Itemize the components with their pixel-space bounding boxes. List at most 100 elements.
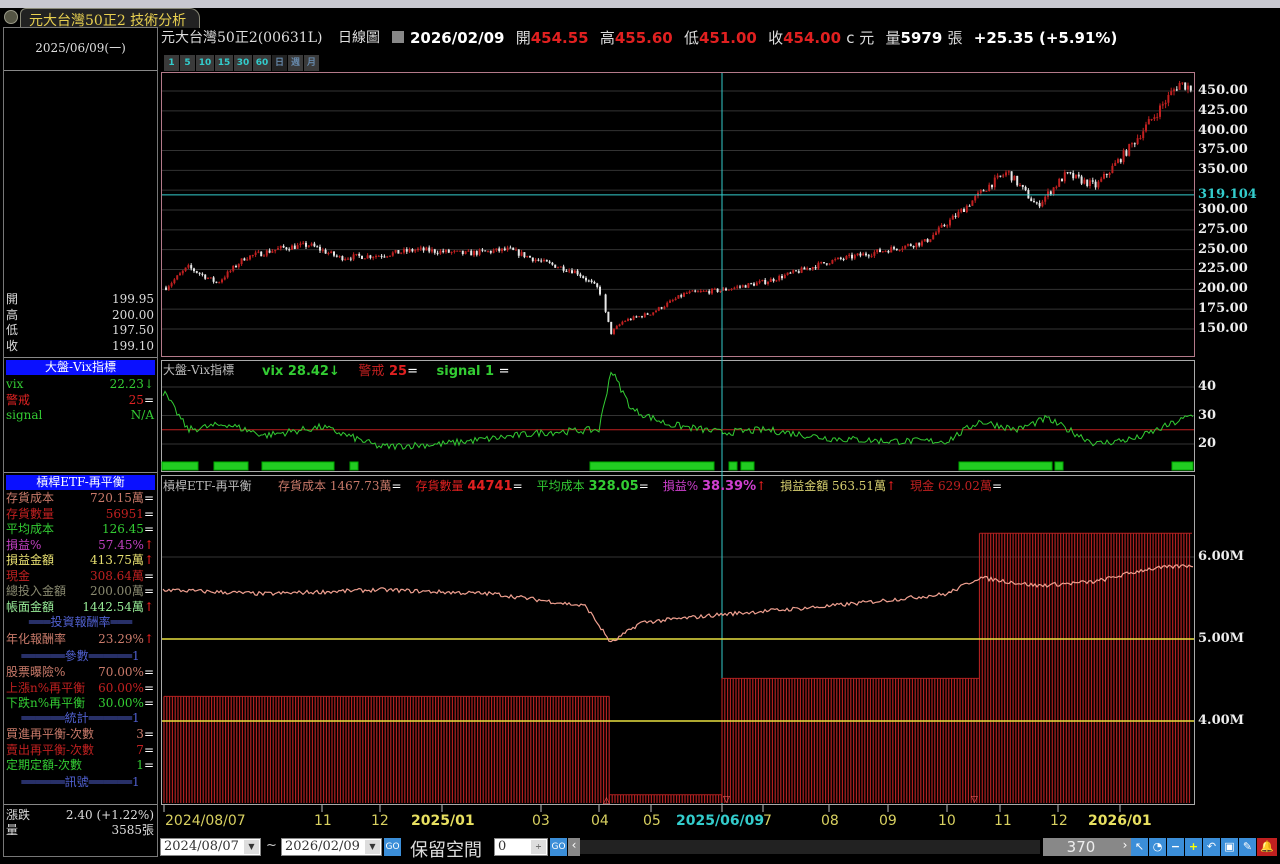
- fit-screen-icon[interactable]: ▣: [1221, 838, 1238, 856]
- candle-body: [565, 270, 568, 272]
- axis-tick-label: 30: [1198, 407, 1217, 423]
- timeframe-1[interactable]: 1: [164, 55, 179, 71]
- axis-tick-label: 350.00: [1198, 162, 1248, 178]
- reserve-go-button[interactable]: GO: [550, 838, 567, 856]
- tool-icon[interactable]: ✎: [1239, 838, 1256, 856]
- bell-icon[interactable]: 🔔: [1257, 838, 1277, 856]
- candle-body: [461, 250, 464, 255]
- candle-body: [649, 314, 652, 316]
- price-chart-panel[interactable]: [161, 72, 1195, 357]
- row-label: vix: [6, 377, 24, 391]
- candle-body: [1111, 165, 1114, 174]
- candle-body: [876, 249, 879, 253]
- go-button[interactable]: GO: [384, 838, 401, 856]
- info-row: 上漲n%再平衡 60.00%=: [6, 681, 154, 696]
- equals-icon: =: [143, 584, 154, 598]
- section-separator[interactable]: ══════統計══════1: [21, 711, 140, 725]
- candle-body: [333, 251, 335, 256]
- info-row: 平均成本 126.45=: [6, 522, 154, 537]
- legend-item: 存貨成本 1467.73萬=: [278, 479, 402, 493]
- chevron-down-icon[interactable]: ▼: [365, 840, 380, 854]
- candle-body: [1075, 174, 1077, 179]
- candle-body: [568, 270, 571, 272]
- candle-body: [929, 239, 932, 242]
- timeframe-buttons: 1 5 10 15 30 60 日週月: [164, 50, 320, 71]
- candle-body: [1007, 171, 1010, 173]
- candle-body: [761, 279, 764, 282]
- scroll-right-button[interactable]: ›: [1119, 838, 1131, 856]
- candle-body: [655, 310, 657, 313]
- bar-count[interactable]: 370: [1043, 838, 1119, 856]
- candle-body: [400, 252, 403, 254]
- timeframe-10[interactable]: 10: [196, 55, 214, 71]
- candle-body: [335, 255, 338, 257]
- horizontal-scrollbar[interactable]: [580, 840, 1040, 854]
- row-label: 現金: [6, 568, 31, 583]
- timeframe-日[interactable]: 日: [272, 55, 287, 71]
- vix-chart-panel[interactable]: [161, 360, 1195, 472]
- candle-body: [571, 270, 573, 274]
- candle-body: [618, 324, 621, 327]
- timeframe-15[interactable]: 15: [215, 55, 233, 71]
- low-label: 低: [683, 29, 699, 47]
- period-dropdown-icon[interactable]: [392, 31, 404, 43]
- candle-body: [1097, 181, 1100, 188]
- x-axis-label: 10: [938, 813, 956, 829]
- info-row: 定期定額-次數 1=: [6, 758, 154, 773]
- etf-rebalance-header[interactable]: 槓桿ETF-再平衡: [6, 475, 155, 490]
- volume-row: 量 3585張: [6, 823, 154, 838]
- undo-icon[interactable]: ↶: [1203, 838, 1220, 856]
- menu-dropdown-icon[interactable]: [4, 10, 18, 24]
- candle-body: [1091, 180, 1094, 182]
- timeframe-5[interactable]: 5: [180, 55, 195, 71]
- candle-body: [831, 260, 834, 264]
- reserve-space-stepper[interactable]: 0 ÷: [494, 838, 548, 856]
- info-row: vix 22.23↓: [6, 377, 154, 392]
- candle-body: [492, 250, 495, 253]
- arrow-up-left-icon[interactable]: ↖: [1131, 838, 1148, 856]
- row-value: 126.45=: [101, 522, 154, 536]
- candle-body: [251, 254, 254, 256]
- candle-body: [957, 211, 960, 217]
- candle-body: [229, 270, 232, 272]
- equals-icon: =: [143, 680, 154, 695]
- candle-body: [431, 249, 433, 252]
- candle-body: [296, 245, 299, 249]
- timeframe-30[interactable]: 30: [234, 55, 252, 71]
- candle-body: [165, 287, 167, 290]
- stock-name: 元大台灣50正2(00631L): [161, 30, 323, 46]
- candle-body: [1089, 180, 1091, 187]
- row-label: 上漲n%再平衡: [6, 680, 86, 695]
- zoom-out-icon[interactable]: −: [1167, 838, 1184, 856]
- vix-indicator-header[interactable]: 大盤-Vix指標: [6, 360, 155, 375]
- candle-body: [436, 252, 439, 254]
- info-row: 買進再平衡-次數 3=: [6, 727, 154, 742]
- candle-body: [688, 291, 691, 294]
- end-date-select[interactable]: 2026/02/09 ▼: [281, 838, 382, 856]
- row-label: 帳面金額: [6, 599, 55, 614]
- candle-body: [176, 275, 179, 280]
- etf-chart-panel[interactable]: [161, 475, 1195, 805]
- zoom-in-icon[interactable]: +: [1185, 838, 1202, 856]
- info-row: 帳面金額 1442.54萬↑: [6, 600, 154, 615]
- candle-body: [316, 246, 319, 248]
- section-separator[interactable]: ══════訊號══════1: [21, 775, 140, 789]
- start-date-select[interactable]: 2024/08/07 ▼: [160, 838, 261, 856]
- candle-body: [1167, 95, 1170, 103]
- row-value: 199.95: [112, 292, 154, 306]
- stepper-icon[interactable]: ÷: [531, 840, 546, 854]
- section-separator[interactable]: ══════參數══════1: [21, 649, 140, 663]
- candle-body: [680, 295, 683, 297]
- timeframe-週[interactable]: 週: [288, 55, 303, 71]
- candle-body: [943, 224, 946, 227]
- candle-body: [694, 290, 697, 292]
- scroll-left-button[interactable]: ‹: [568, 838, 580, 856]
- timeframe-月[interactable]: 月: [304, 55, 319, 71]
- clock-icon[interactable]: ◔: [1149, 838, 1166, 856]
- candle-body: [1125, 150, 1128, 156]
- chevron-down-icon[interactable]: ▼: [244, 840, 259, 854]
- timeframe-60[interactable]: 60: [253, 55, 271, 71]
- tab-technical-analysis[interactable]: 元大台灣50正2 技術分析: [20, 8, 200, 29]
- candle-body: [288, 249, 291, 251]
- x-axis-label: 2025/01: [411, 813, 475, 829]
